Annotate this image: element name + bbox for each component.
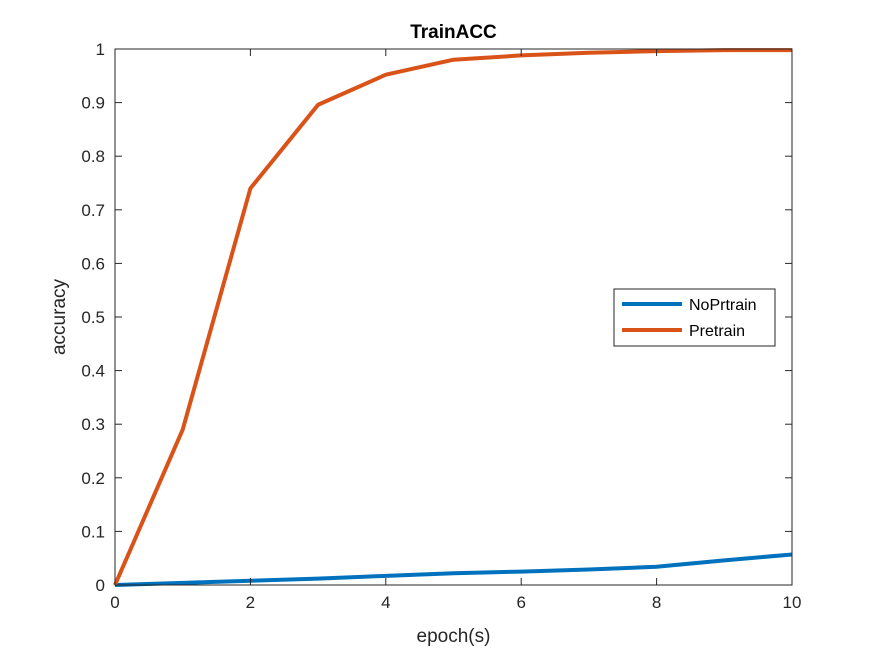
y-tick-label: 0.3 — [81, 415, 105, 434]
x-tick-label: 0 — [110, 593, 119, 612]
y-tick-label: 0.1 — [81, 522, 105, 541]
legend-box — [613, 288, 776, 347]
x-tick-label: 6 — [516, 593, 525, 612]
series-line-noprtrain — [114, 552, 793, 587]
y-tick-label: 0.5 — [81, 308, 105, 327]
series-line-pretrain — [113, 48, 792, 586]
x-tick-label: 4 — [381, 593, 390, 612]
x-tick-label: 10 — [783, 593, 802, 612]
x-tick-label: 2 — [246, 593, 255, 612]
series-layer — [113, 48, 793, 587]
y-tick-label: 0.2 — [81, 469, 105, 488]
y-tick-label: 0.4 — [81, 362, 105, 381]
x-tick-label: 8 — [652, 593, 661, 612]
y-tick-label: 0.7 — [81, 201, 105, 220]
y-tick-label: 0 — [96, 576, 105, 595]
y-tick-label: 0.9 — [81, 94, 105, 113]
y-tick-label: 0.8 — [81, 147, 105, 166]
chart-title: TrainACC — [410, 22, 497, 43]
legend-label-noprtrain: NoPrtrain — [689, 297, 757, 314]
y-tick-label: 0.6 — [81, 254, 105, 273]
y-tick-label: 1 — [96, 40, 105, 59]
x-axis-label: epoch(s) — [417, 626, 491, 647]
ticks-layer: 0 2 4 6 8 10 0 0.1 0.2 0.3 0.4 0.5 0.6 0.7 0.8 0.9 1 — [81, 40, 801, 612]
legend: NoPrtrain Pretrain — [613, 288, 776, 347]
y-axis-label: accuracy — [49, 278, 70, 355]
legend-label-pretrain: Pretrain — [689, 323, 745, 340]
